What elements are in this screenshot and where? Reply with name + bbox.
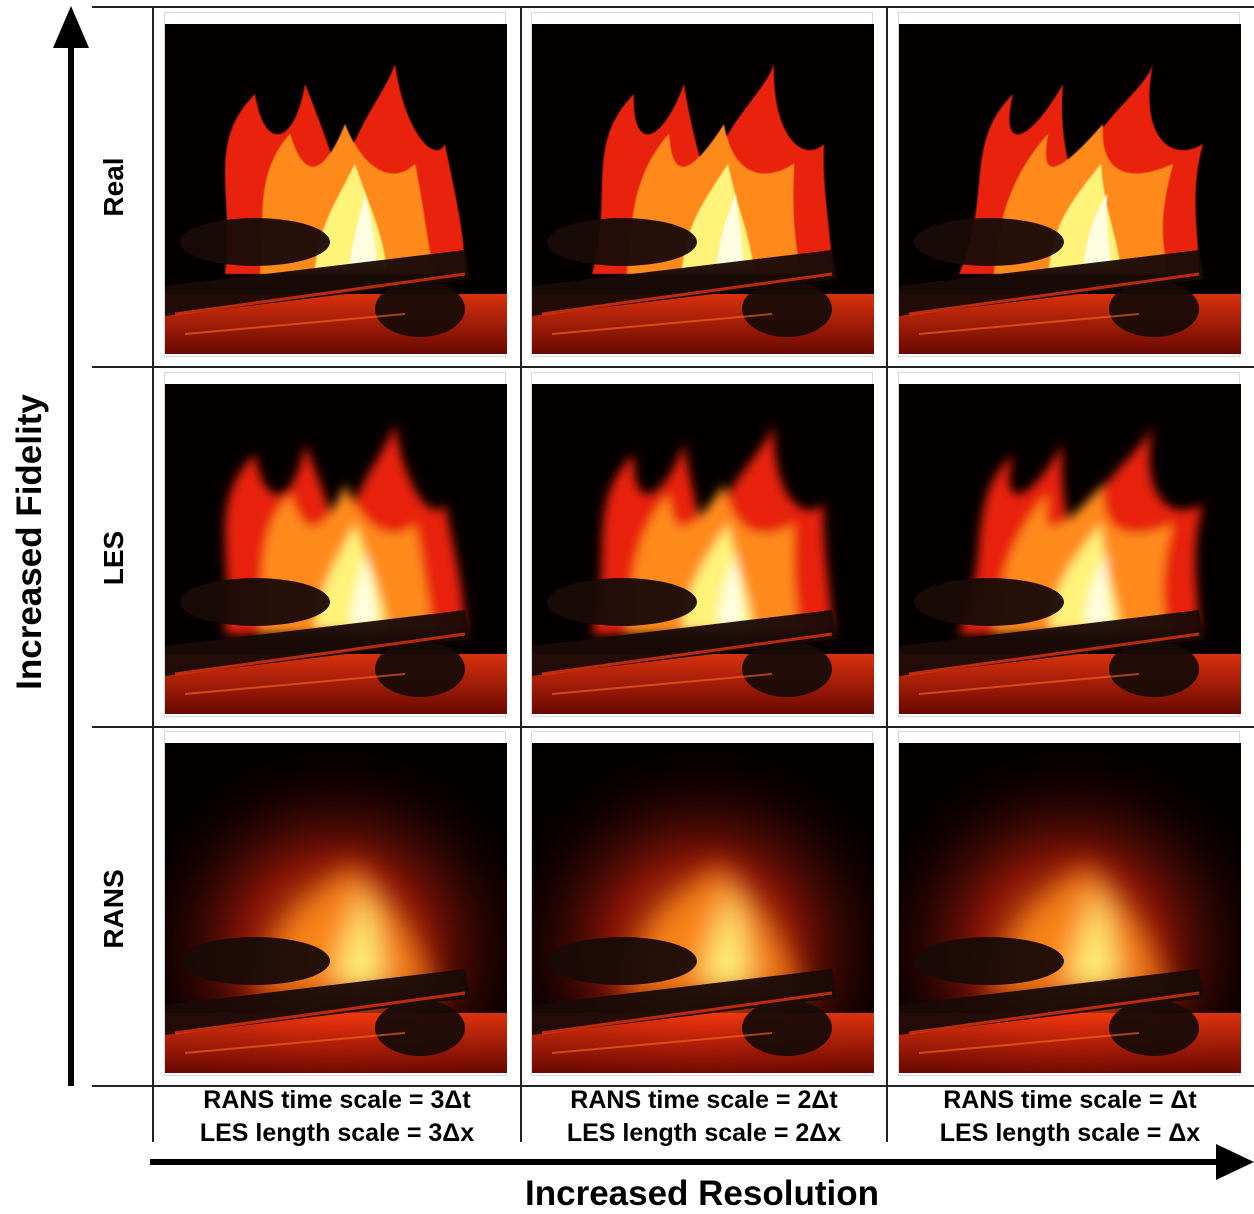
fire-image — [165, 384, 507, 714]
fidelity-arrow — [53, 6, 89, 1086]
caption-les-length-scale: LES length scale = Δx — [939, 1119, 1201, 1147]
grid-col-divider — [152, 6, 154, 1142]
caption-rans-time-scale: RANS time scale = Δt — [943, 1086, 1197, 1114]
y-axis-title: Increased Fidelity — [10, 394, 49, 690]
caption-les-length-scale: LES length scale = 3Δx — [199, 1119, 475, 1147]
fire-image — [532, 384, 874, 714]
fire-image — [899, 384, 1241, 714]
fire-image-frame — [899, 743, 1241, 1073]
fire-image — [165, 743, 507, 1073]
column-caption-2: RANS time scale = 2Δt LES length scale =… — [521, 1084, 887, 1150]
fire-image — [899, 743, 1241, 1073]
fire-image-frame — [165, 384, 507, 714]
grid-top-line — [92, 6, 1254, 8]
fire-image-frame — [165, 24, 507, 354]
fire-image-frame — [532, 743, 874, 1073]
caption-rans-time-scale: RANS time scale = 2Δt — [570, 1086, 838, 1114]
fire-image-frame — [532, 24, 874, 354]
caption-les-length-scale: LES length scale = 2Δx — [566, 1119, 842, 1147]
grid-bottom-line — [92, 1085, 1254, 1087]
fire-image — [532, 743, 874, 1073]
row-label-rans: RANS — [98, 869, 129, 949]
fire-image-frame — [532, 384, 874, 714]
fire-image — [532, 24, 874, 354]
fire-image-frame — [899, 24, 1241, 354]
row-label-les: LES — [98, 530, 129, 586]
resolution-arrow — [150, 1144, 1254, 1180]
fire-image-frame — [165, 743, 507, 1073]
grid-row-divider — [92, 366, 1254, 368]
fire-image-frame — [899, 384, 1241, 714]
column-caption-1: RANS time scale = 3Δt LES length scale =… — [154, 1084, 520, 1150]
fire-image — [165, 24, 507, 354]
grid-col-divider — [520, 6, 522, 1142]
x-axis-title: Increased Resolution — [525, 1174, 879, 1213]
fire-image — [899, 24, 1241, 354]
row-label-real: Real — [98, 157, 129, 217]
grid-row-divider — [92, 726, 1254, 728]
column-caption-3: RANS time scale = Δt LES length scale = … — [887, 1084, 1253, 1150]
grid-col-divider — [886, 6, 888, 1142]
caption-rans-time-scale: RANS time scale = 3Δt — [203, 1086, 471, 1114]
